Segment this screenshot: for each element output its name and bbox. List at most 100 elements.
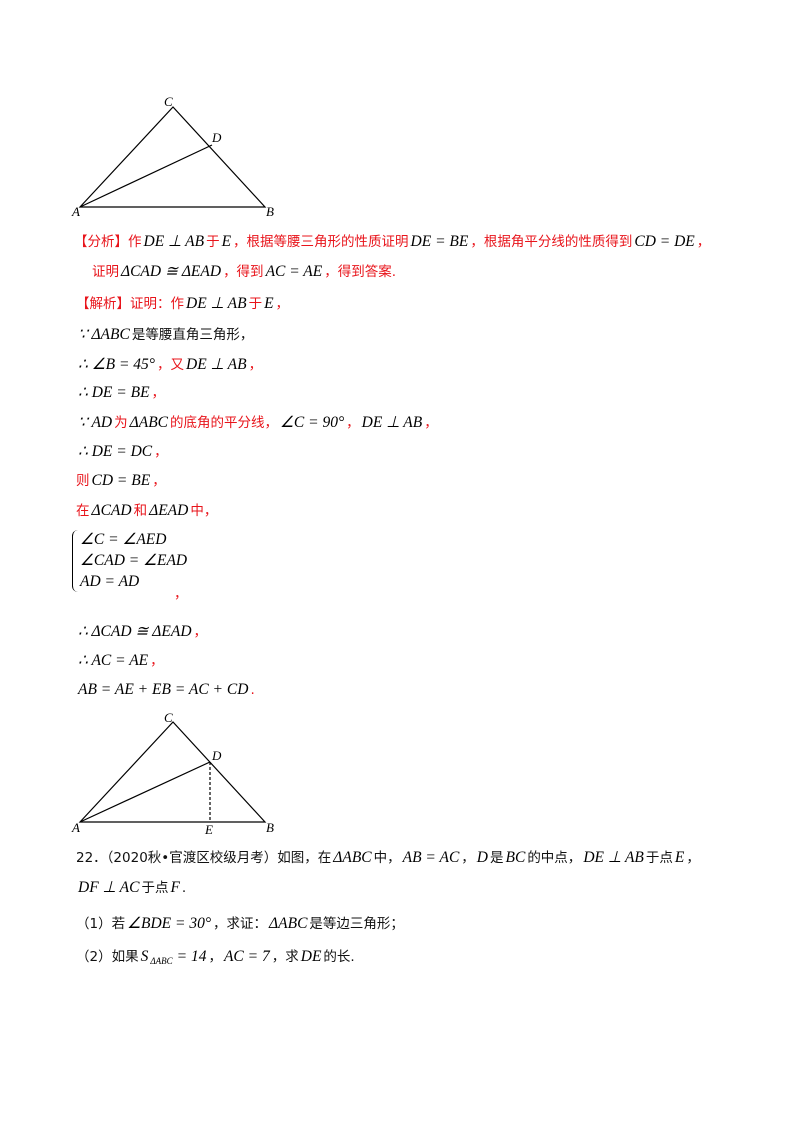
system-line: AD = AD xyxy=(78,572,141,592)
solution-line: 【解析】证明：作 DE ⊥ AB 于 E， xyxy=(76,294,289,314)
text: 证明 xyxy=(92,264,119,280)
text: ， xyxy=(151,385,166,401)
math: = 14 xyxy=(176,948,207,965)
text: 22．（2020秋•官渡区校级月考）如图，在 xyxy=(76,850,332,866)
math: ∵ AD xyxy=(78,414,113,431)
math: ΔCAD xyxy=(91,502,132,519)
math: ∠C = ∠AED xyxy=(80,531,167,548)
math: ∵ ΔABC xyxy=(78,326,130,343)
math: ΔABC xyxy=(269,915,308,932)
math: DE ⊥ AB xyxy=(361,414,423,431)
math: AB = AE + EB = AC + CD xyxy=(78,681,249,698)
solution-line: ∵ ΔABC 是等腰直角三角形， xyxy=(76,325,253,345)
text: ，得到 xyxy=(223,264,264,280)
solution-line: ∴ ∠B = 45° ，又 DE ⊥ AB， xyxy=(76,355,262,375)
text: 于 xyxy=(248,296,263,312)
math: E xyxy=(674,849,685,866)
math: ΔABC xyxy=(129,414,168,431)
point-label: C xyxy=(164,94,173,109)
math: ΔEAD xyxy=(149,502,189,519)
text: 和 xyxy=(133,503,148,519)
text: ， xyxy=(154,444,168,460)
text: 中， xyxy=(190,503,218,519)
system-line: ∠C = ∠AED xyxy=(78,530,168,550)
text: 是 xyxy=(490,850,504,866)
math: ∴ DE = BE xyxy=(78,384,150,401)
solution-line: 在 ΔCAD 和 ΔEAD 中， xyxy=(76,501,217,521)
analysis-line: 证明 ΔCAD ≅ ΔEAD ，得到 AC = AE ，得到答案. xyxy=(92,262,396,282)
question-line: （1）若 ∠BDE = 30° ，求证： ΔABC 是等边三角形； xyxy=(76,914,404,934)
text: 的长. xyxy=(323,949,355,965)
math: ∠CAD = ∠EAD xyxy=(80,552,188,569)
text: ， xyxy=(696,234,711,250)
math: D xyxy=(476,849,488,866)
point-label: B xyxy=(266,204,274,219)
math: DE ⊥ AB xyxy=(186,295,247,312)
text: 的底角的平分线， xyxy=(170,415,278,431)
math: AD = AD xyxy=(80,573,140,590)
text: ， xyxy=(346,415,360,431)
math: E xyxy=(264,295,274,312)
brace xyxy=(72,530,79,592)
point-label: B xyxy=(266,820,274,835)
math: AB = AC xyxy=(402,849,460,866)
solution-line: ∴ DE = BE， xyxy=(76,383,165,403)
text: ， xyxy=(275,296,290,312)
problem-line: 22．（2020秋•官渡区校级月考）如图，在 ΔABC 中， AB = AC， D 是 BC… xyxy=(76,848,700,868)
math: ∴ AC = AE xyxy=(78,652,149,669)
text: ，求 xyxy=(271,949,299,965)
solution-line: ∴ DE = DC， xyxy=(76,442,168,462)
math: F xyxy=(170,879,180,896)
text: . xyxy=(181,880,187,896)
text: ， xyxy=(248,357,263,373)
math: BC xyxy=(505,849,526,866)
text: 则 xyxy=(76,473,90,489)
math: DE ⊥ AB xyxy=(186,356,247,373)
text: ， xyxy=(461,850,475,866)
math: E xyxy=(221,233,232,250)
text: （1）若 xyxy=(76,916,126,932)
text: . xyxy=(250,682,255,698)
math: CD = BE xyxy=(91,472,151,489)
segment-ad xyxy=(79,144,213,208)
system-line: ∠CAD = ∠EAD xyxy=(78,551,189,571)
segment-ad xyxy=(79,761,211,823)
math: ΔCAD ≅ ΔEAD xyxy=(121,263,222,280)
text: 【分析】作 xyxy=(74,234,142,250)
text: 的中点， xyxy=(527,850,582,866)
question-line: （2）如果 S ΔABC = 14， AC = 7 ，求 DE 的长. xyxy=(76,947,355,971)
math: DE ⊥ AB xyxy=(143,233,205,250)
solution-line: ∴ ΔCAD ≅ ΔEAD， xyxy=(76,622,207,642)
math: AC = 7 xyxy=(223,948,270,965)
text: ，根据角平分线的性质得到 xyxy=(470,234,633,250)
triangle xyxy=(78,721,267,823)
point-label: A xyxy=(71,820,80,835)
math: S xyxy=(140,948,149,965)
text: ， xyxy=(152,473,166,489)
figure-2 xyxy=(78,721,267,823)
math: ∠C = 90° xyxy=(280,414,345,431)
text: ， xyxy=(150,653,164,669)
math: DF ⊥ AC xyxy=(78,879,140,896)
text: 【解析】证明：作 xyxy=(76,296,184,312)
text: 为 xyxy=(114,415,128,431)
point-label: D xyxy=(211,130,222,145)
text: （2）如果 xyxy=(76,949,139,965)
system-end: ， xyxy=(174,586,188,602)
problem-line: DF ⊥ AC 于点 F. xyxy=(76,878,186,898)
solution-line: 则 CD = BE， xyxy=(76,471,166,491)
math: DE xyxy=(300,948,322,965)
math: ∴ DE = DC xyxy=(78,443,153,460)
math: ∴ ΔCAD ≅ ΔEAD xyxy=(78,623,192,640)
math: DE = BE xyxy=(410,233,469,250)
text: ，根据等腰三角形的性质证明 xyxy=(233,234,409,250)
text: 于点 xyxy=(141,880,169,896)
math: ∴ ∠B = 45° xyxy=(78,356,156,373)
math: CD = DE xyxy=(634,233,695,250)
text: ，求证： xyxy=(213,916,268,932)
triangle xyxy=(78,106,267,208)
text: ，得到答案. xyxy=(324,264,397,280)
text: 是等腰直角三角形， xyxy=(131,327,254,343)
text: ，又 xyxy=(157,357,185,373)
math: AC = AE xyxy=(265,263,323,280)
